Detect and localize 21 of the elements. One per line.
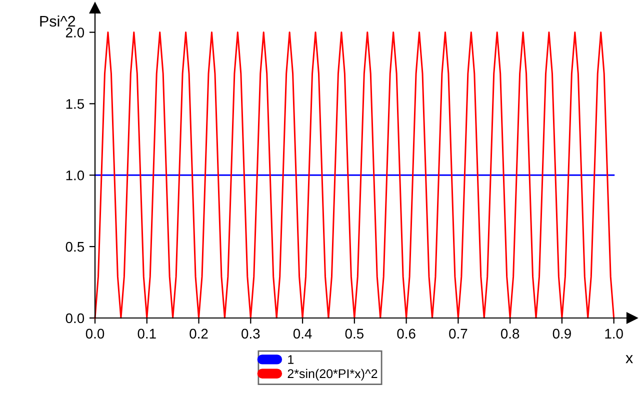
y-axis-title: Psi^2 xyxy=(40,15,76,27)
x-tick-label: 0.0 xyxy=(86,328,104,339)
x-tick-label: 0.6 xyxy=(397,328,416,339)
x-tick-label: 0.4 xyxy=(293,328,312,339)
y-tick-label: 2.0 xyxy=(66,28,84,38)
y-tick-label: 1.0 xyxy=(66,170,84,180)
x-tick-label: 0.5 xyxy=(345,328,364,339)
y-tick-label: 1.5 xyxy=(66,99,84,109)
y-tick-label: 0.0 xyxy=(66,313,84,324)
x-tick-label: 0.3 xyxy=(242,328,260,339)
y-tick-label: 0.5 xyxy=(66,242,84,252)
x-tick-label: 1.0 xyxy=(605,328,623,339)
x-axis-title: x xyxy=(626,355,633,364)
line-series xyxy=(94,32,615,319)
x-tick-label: 0.1 xyxy=(138,328,156,339)
legend-label: 2*sin(20*PI*x)^2 xyxy=(288,368,378,381)
x-tick-label: 0.7 xyxy=(449,328,468,339)
x-tick-label: 0.2 xyxy=(190,328,208,339)
x-tick-label: 0.9 xyxy=(552,328,571,339)
x-tick-label: 0.8 xyxy=(500,328,520,339)
legend-label: 1 xyxy=(288,355,294,364)
